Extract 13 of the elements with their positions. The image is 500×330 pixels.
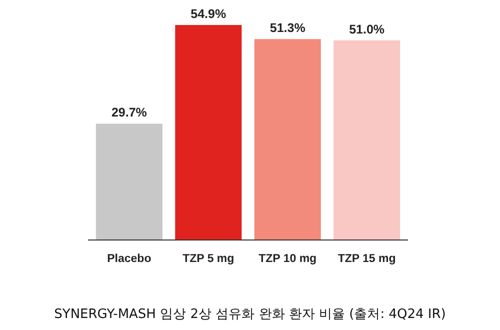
data-label: 51.0% bbox=[349, 22, 385, 36]
bar bbox=[175, 25, 242, 240]
bar bbox=[96, 124, 162, 240]
data-label: 51.3% bbox=[270, 21, 306, 36]
text: SYNERGY-MASH 임상 2상 섬유화 완화 환자 비율 (출처: 4Q24 IR) bbox=[54, 307, 446, 322]
x-tick-label: TZP 15 mg bbox=[338, 253, 396, 265]
bar bbox=[334, 40, 400, 240]
x-tick-label: TZP 10 mg bbox=[258, 253, 317, 265]
x-tick-label: TZP 5 mg bbox=[182, 253, 234, 265]
x-tick-label: Placebo bbox=[107, 253, 152, 265]
data-label: 29.7% bbox=[111, 106, 147, 120]
bar bbox=[254, 39, 321, 240]
data-label: 54.9% bbox=[190, 7, 226, 21]
